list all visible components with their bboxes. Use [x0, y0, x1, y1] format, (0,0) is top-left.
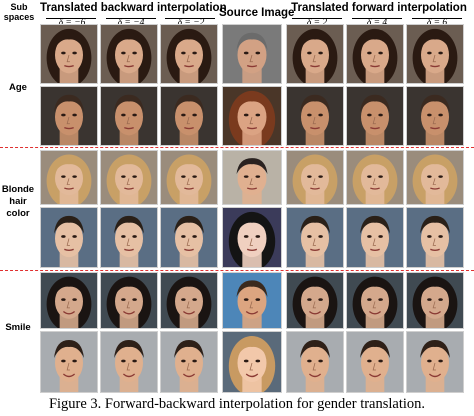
delta-label: δ = −6 — [58, 18, 86, 28]
interpolated-face-image — [406, 207, 464, 268]
row-separator — [0, 270, 474, 271]
source-face-image — [222, 86, 282, 146]
interpolated-face-image — [286, 86, 344, 146]
interpolated-face-image — [346, 24, 404, 84]
interpolated-face-image — [40, 150, 98, 205]
interpolated-face-image — [286, 272, 344, 329]
subspaces-header: Sub spaces — [3, 2, 35, 22]
interpolated-face-image — [100, 150, 158, 205]
interpolated-face-image — [40, 331, 98, 393]
delta-label: δ = 2 — [306, 18, 328, 28]
delta-label: δ = 4 — [366, 18, 388, 28]
backward-header: Translated backward interpolation — [40, 2, 227, 14]
source-face-image — [222, 272, 282, 329]
interpolated-face-image — [286, 150, 344, 205]
row-label-age: Age — [9, 82, 27, 93]
interpolated-face-image — [100, 24, 158, 84]
interpolated-face-image — [40, 86, 98, 146]
delta-label: δ = −4 — [117, 18, 145, 28]
interpolated-face-image — [346, 272, 404, 329]
interpolated-face-image — [406, 24, 464, 84]
interpolated-face-image — [100, 272, 158, 329]
source-face-image — [222, 331, 282, 393]
interpolated-face-image — [346, 150, 404, 205]
interpolated-face-image — [160, 86, 218, 146]
interpolated-face-image — [160, 272, 218, 329]
source-face-image — [222, 24, 282, 84]
interpolated-face-image — [286, 331, 344, 393]
row-separator — [0, 147, 474, 148]
interpolated-face-image — [100, 86, 158, 146]
source-header: Source Image — [219, 7, 295, 19]
interpolated-face-image — [100, 207, 158, 268]
interpolated-face-image — [40, 24, 98, 84]
source-face-image — [222, 207, 282, 268]
delta-label: δ = −2 — [177, 18, 205, 28]
interpolated-face-image — [160, 24, 218, 84]
interpolated-face-image — [160, 150, 218, 205]
interpolated-face-image — [160, 331, 218, 393]
interpolated-face-image — [406, 272, 464, 329]
interpolated-face-image — [40, 272, 98, 329]
interpolated-face-image — [406, 86, 464, 146]
interpolated-face-image — [346, 86, 404, 146]
interpolated-face-image — [346, 331, 404, 393]
interpolated-face-image — [346, 207, 404, 268]
interpolated-face-image — [406, 150, 464, 205]
interpolated-face-image — [40, 207, 98, 268]
interpolated-face-image — [406, 331, 464, 393]
source-face-image — [222, 150, 282, 205]
interpolated-face-image — [100, 331, 158, 393]
row-label-blonde: Blonde hair color — [1, 184, 35, 219]
interpolated-face-image — [160, 207, 218, 268]
figure-caption: Figure 3. Forward-backward interpolation… — [48, 396, 426, 412]
delta-label: δ = 6 — [426, 18, 448, 28]
interpolated-face-image — [286, 207, 344, 268]
forward-header: Translated forward interpolation — [291, 2, 467, 14]
row-label-smile: Smile — [5, 322, 31, 333]
interpolated-face-image — [286, 24, 344, 84]
